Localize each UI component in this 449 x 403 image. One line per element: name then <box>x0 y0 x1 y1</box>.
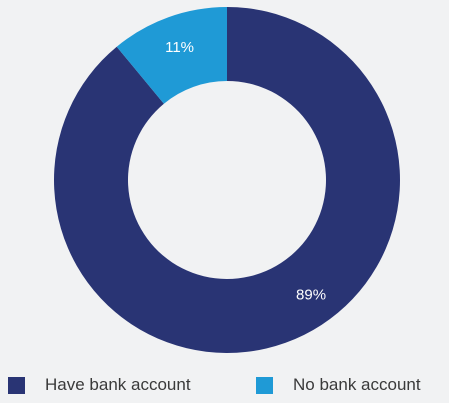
legend-item-have-bank-account[interactable]: Have bank account <box>8 372 191 398</box>
legend-label-have-bank-account: Have bank account <box>45 375 191 394</box>
slices-group <box>53 7 400 353</box>
legend-swatch-no-bank-account <box>256 376 273 394</box>
slice-have-bank-account[interactable] <box>53 7 400 353</box>
legend-swatch-have-bank-account <box>8 376 25 394</box>
legend-label-no-bank-account: No bank account <box>293 375 421 394</box>
slice-label-no-bank-account: 11% <box>165 39 194 56</box>
slice-no-bank-account[interactable] <box>116 7 227 104</box>
slice-labels-group: 89% 11% <box>165 39 326 303</box>
legend: Have bank account No bank account <box>0 372 449 398</box>
donut-chart-svg: 89% 11% <box>53 7 400 353</box>
legend-item-no-bank-account[interactable]: No bank account <box>256 372 421 398</box>
slice-label-have-bank-account: 89% <box>296 287 326 304</box>
